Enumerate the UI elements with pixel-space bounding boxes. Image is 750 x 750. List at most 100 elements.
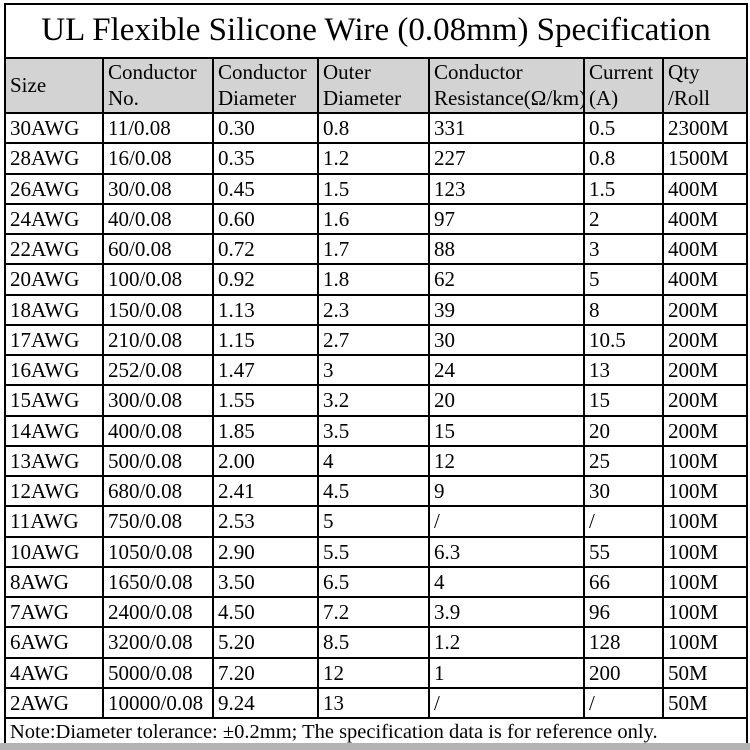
table-cell: 1650/0.08 [102, 565, 214, 599]
table-row: 7AWG 2400/0.08 4.50 7.2 3.9 96 100M [4, 596, 749, 629]
table-cell: 200M [661, 293, 749, 326]
table-row: 10AWG 1050/0.08 2.90 5.5 6.3 55 100M [4, 535, 749, 568]
table-cell: 20 [428, 384, 585, 417]
table-cell: 3 [317, 354, 430, 387]
header-line: Conductor [108, 60, 197, 84]
header-line: Diameter [323, 85, 402, 110]
table-cell: 0.8 [317, 112, 430, 145]
table-cell: 2AWG [4, 686, 104, 720]
table-cell: 13 [583, 354, 664, 387]
table-cell: 11/0.08 [102, 112, 214, 145]
table-cell: 1.6 [317, 202, 430, 236]
table-cell: 200M [661, 384, 749, 417]
table-cell: 0.5 [583, 112, 664, 145]
table-cell: 1.8 [317, 263, 430, 296]
header-line: Outer [323, 60, 371, 84]
table-cell: 400M [661, 233, 749, 266]
header-line: (A) [589, 85, 619, 110]
table-row: 13AWG 500/0.08 2.00 4 12 25 100M [4, 444, 749, 478]
table-cell: 3.2 [317, 384, 430, 417]
table-row: 12AWG 680/0.08 2.41 4.5 9 30 100M [4, 475, 749, 508]
table-cell: 1.55 [212, 384, 319, 417]
table-cell: 9 [428, 475, 585, 508]
table-cell: 2.53 [212, 505, 319, 538]
table-cell: 4 [428, 565, 585, 599]
table-cell: 400/0.08 [102, 414, 214, 447]
table-cell: 66 [583, 565, 664, 599]
table-cell: 12 [428, 444, 585, 478]
table-cell: 0.60 [212, 202, 319, 236]
table-cell: / [428, 505, 585, 538]
table-cell: 8AWG [4, 565, 104, 599]
table-cell: 5.20 [212, 626, 319, 659]
table-cell: 13 [317, 686, 430, 720]
header-line: Diameter [218, 85, 297, 110]
table-cell: 3200/0.08 [102, 626, 214, 659]
table-cell: 30AWG [4, 112, 104, 145]
header-row: Size Conductor No. Conductor Diameter Outer Di… [4, 56, 749, 115]
background-strip [0, 743, 750, 750]
table-cell: 123 [428, 172, 585, 205]
table-cell: 6.5 [317, 565, 430, 599]
table-row: 28AWG 16/0.08 0.35 1.2 227 0.8 1500M [4, 142, 749, 175]
table-row: 15AWG 300/0.08 1.55 3.2 20 15 200M [4, 384, 749, 417]
table-cell: 20AWG [4, 263, 104, 296]
table-cell: 500/0.08 [102, 444, 214, 478]
table-cell: 1.85 [212, 414, 319, 447]
table-cell: 1.7 [317, 233, 430, 266]
table-cell: 200M [661, 414, 749, 447]
table-cell: 100M [661, 444, 749, 478]
table-cell: 680/0.08 [102, 475, 214, 508]
table-cell: 1.47 [212, 354, 319, 387]
table-row: 20AWG 100/0.08 0.92 1.8 62 5 400M [4, 263, 749, 296]
table-cell: 6AWG [4, 626, 104, 659]
table-cell: 200 [583, 656, 664, 689]
table-cell: 4.50 [212, 596, 319, 629]
table-cell: / [428, 686, 585, 720]
table-cell: 55 [583, 535, 664, 568]
table-cell: 3 [583, 233, 664, 266]
table-cell: 24AWG [4, 202, 104, 236]
table-row: 16AWG 252/0.08 1.47 3 24 13 200M [4, 354, 749, 387]
table-cell: 2 [583, 202, 664, 236]
table-cell: 88 [428, 233, 585, 266]
table-cell: 12 [317, 656, 430, 689]
table-cell: 20 [583, 414, 664, 447]
header-cell: Current (A) [583, 56, 664, 115]
table-cell: 60/0.08 [102, 233, 214, 266]
table-cell: 15 [583, 384, 664, 417]
table-cell: 22AWG [4, 233, 104, 266]
table-cell: 210/0.08 [102, 323, 214, 357]
table-cell: 7.2 [317, 596, 430, 629]
table-cell: 18AWG [4, 293, 104, 326]
table-cell: 100M [661, 535, 749, 568]
table-row: 18AWG 150/0.08 1.13 2.3 39 8 200M [4, 293, 749, 326]
header-cell: Qty/Roll [661, 56, 749, 115]
table-cell: 1.2 [317, 142, 430, 175]
table-cell: 96 [583, 596, 664, 629]
table-cell: 30 [428, 323, 585, 357]
table-cell: 100M [661, 505, 749, 538]
table-cell: 1500M [661, 142, 749, 175]
header-line: Qty [668, 60, 700, 84]
table-cell: 13AWG [4, 444, 104, 478]
table-cell: 10000/0.08 [102, 686, 214, 720]
table-cell: 40/0.08 [102, 202, 214, 236]
table-cell: 7.20 [212, 656, 319, 689]
table-cell: 100M [661, 565, 749, 599]
table-cell: / [583, 686, 664, 720]
table-cell: 2.7 [317, 323, 430, 357]
table-cell: / [583, 505, 664, 538]
table-cell: 39 [428, 293, 585, 326]
header-cell: Conductor Resistance(Ω/km) [428, 56, 585, 115]
table-cell: 1.5 [583, 172, 664, 205]
header-cell: Size [4, 56, 104, 115]
header-cell: Conductor Diameter [212, 56, 319, 115]
table-cell: 0.35 [212, 142, 319, 175]
header-line: Size [10, 72, 47, 97]
table-cell: 128 [583, 626, 664, 659]
table-cell: 1050/0.08 [102, 535, 214, 568]
table-cell: 0.8 [583, 142, 664, 175]
table-cell: 50M [661, 686, 749, 720]
table-cell: 150/0.08 [102, 293, 214, 326]
